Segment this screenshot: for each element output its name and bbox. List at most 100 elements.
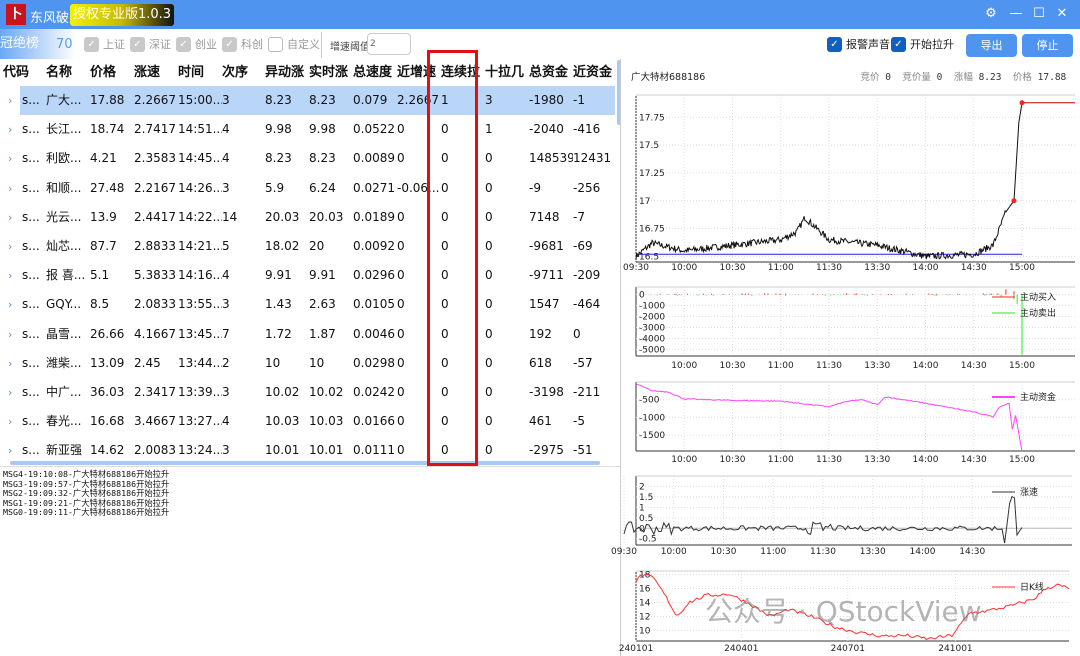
table-cell: 0.0111	[353, 443, 395, 458]
fund-line	[635, 383, 1023, 452]
table-cell: 0.0522	[353, 122, 395, 137]
start-rise-checkbox[interactable]: ✓ 开始拉升	[891, 36, 954, 52]
table-cell: -1	[573, 93, 585, 107]
y-tick-label: 0	[639, 524, 645, 534]
table-cell: -211	[573, 385, 601, 399]
table-row[interactable]: › s... 利欧... 4.21 2.3583 14:45... 4 8.23 8.23 0.0…	[0, 144, 615, 173]
y-tick-label: -3000	[639, 324, 665, 334]
export-button[interactable]: 导出	[966, 34, 1017, 57]
rank-count: 70	[56, 37, 73, 52]
vertical-scrollbar[interactable]	[617, 60, 621, 125]
table-cell: 2.4417	[134, 209, 176, 224]
expand-chevron-icon[interactable]: ›	[8, 444, 13, 458]
expand-chevron-icon[interactable]: ›	[8, 123, 13, 137]
table-row[interactable]: › s... GQY... 8.5 2.0833 13:55... 3 1.43 2.63 0.0…	[0, 290, 615, 319]
legend-label: 主动买入	[1020, 291, 1056, 303]
price-marker	[1019, 100, 1025, 106]
expand-chevron-icon[interactable]: ›	[8, 386, 13, 399]
table-cell: 20.03	[265, 209, 300, 224]
x-tick-label: 11:00	[768, 263, 794, 273]
column-header[interactable]: 十拉几	[485, 65, 525, 80]
table-row[interactable]: › s... 春光... 16.68 3.4667 13:27... 4 10.03 10.03…	[0, 407, 615, 436]
column-header[interactable]: 代码	[3, 65, 30, 80]
expand-chevron-icon[interactable]: ›	[8, 181, 13, 195]
y-tick-label: -2000	[639, 313, 665, 323]
table-cell: 14.62	[90, 443, 125, 458]
table-cell: 14:26...	[178, 180, 222, 195]
y-tick-label: 0.5	[639, 514, 653, 524]
x-tick-label: 240401	[724, 644, 758, 654]
x-tick-label: 09:30	[623, 263, 649, 273]
table-row[interactable]: › s... 晶雪... 26.66 4.1667 13:45... 7 1.72 1.87 0.…	[0, 320, 615, 349]
alarm-sound-checkbox[interactable]: ✓ 报警声音	[827, 36, 890, 52]
filter-checkbox-1[interactable]: ✓ 深证	[130, 36, 171, 52]
column-header[interactable]: 实时涨	[309, 65, 349, 80]
expand-chevron-icon[interactable]: ›	[8, 356, 13, 370]
table-row[interactable]: › s... 中广... 36.03 2.3417 13:39... 3 10.02 10.02…	[0, 378, 615, 407]
filter-checkbox-0[interactable]: ✓ 上证	[84, 36, 125, 52]
filter-checkbox-3[interactable]: ✓ 科创	[222, 36, 263, 52]
table-cell: -256	[573, 180, 601, 195]
table-cell: 广大...	[46, 93, 82, 107]
table-cell: 5.1	[90, 268, 110, 283]
minimize-button[interactable]: —	[1009, 6, 1023, 21]
message-log: MSG4-19:10:08-广大特材688186开始拉升 MSG3-19:09:5…	[0, 466, 620, 656]
expand-chevron-icon[interactable]: ›	[8, 210, 13, 224]
stop-button[interactable]: 停止	[1022, 34, 1073, 57]
table-cell: 20	[309, 239, 325, 253]
stock-title: 广大特材688186	[631, 72, 706, 83]
expand-chevron-icon[interactable]: ›	[8, 240, 13, 253]
filter-checkbox-4[interactable]: 自定义	[268, 36, 320, 52]
table-cell: 13.9	[90, 209, 117, 224]
table-row[interactable]: › s... 和顺... 27.48 2.2167 14:26... 3 5.9 6.24 0.0…	[0, 174, 615, 203]
filter-label: 自定义	[287, 38, 320, 51]
table-cell: 4.1667	[134, 326, 176, 341]
column-header[interactable]: 时间	[178, 65, 205, 80]
table-row[interactable]: › s... 潍柴... 13.09 2.45 13:44... 2 10 10 0.0298 0 0…	[0, 349, 615, 378]
column-header[interactable]: 总资金	[529, 65, 569, 80]
table-row[interactable]: › s... 报 喜... 5.1 5.3833 14:16... 4 9.91 9.91 0.0…	[0, 261, 615, 290]
column-header[interactable]: 近资金	[573, 65, 613, 80]
column-header[interactable]: 名称	[46, 65, 73, 80]
table-cell: 2.8833	[134, 239, 176, 253]
filter-checkbox-2[interactable]: ✓ 创业	[176, 36, 217, 52]
table-cell: 14:21...	[178, 239, 222, 253]
x-tick-label: 241001	[938, 644, 972, 654]
stock-table: 代码 名称 价格 涨速 时间 次序 异动涨 实时涨 总速度 近增速 连续拉 十拉几 总资金 近资金 › s..…	[0, 59, 620, 466]
expand-chevron-icon[interactable]: ›	[8, 94, 13, 107]
watermark: 公众号 · QStockView	[705, 595, 982, 628]
column-header[interactable]: 总速度	[353, 65, 393, 80]
table-row[interactable]: › s... 长江... 18.74 2.7417 14:51... 4 9.98 9.98 0.…	[0, 115, 615, 144]
column-header[interactable]: 涨速	[134, 65, 161, 80]
table-row[interactable]: › s... 新亚强 14.62 2.0083 13:24... 3 10.01 10.01 0.…	[0, 436, 615, 465]
horizontal-scrollbar[interactable]	[10, 461, 600, 465]
table-cell: 0	[485, 151, 493, 166]
table-cell: 0	[397, 268, 405, 283]
table-cell: 13:24...	[178, 443, 222, 458]
column-header[interactable]: 价格	[90, 65, 117, 80]
expand-chevron-icon[interactable]: ›	[8, 298, 13, 312]
x-tick-label: 14:00	[913, 263, 939, 273]
table-cell: 2.0083	[134, 443, 176, 458]
close-button[interactable]: ✕	[1056, 6, 1068, 21]
maximize-button[interactable]: ☐	[1033, 6, 1045, 21]
expand-chevron-icon[interactable]: ›	[8, 327, 13, 341]
settings-icon[interactable]: ⚙	[985, 6, 997, 21]
table-row[interactable]: › s... 光云... 13.9 2.4417 14:22... 14 20.03 20.03…	[0, 203, 615, 232]
table-row[interactable]: › s... 灿芯... 87.7 2.8833 14:21... 5 18.02 20 0.00…	[0, 232, 615, 261]
table-cell: 0	[441, 326, 449, 341]
x-tick-label: 14:30	[961, 455, 987, 465]
table-cell: 0	[485, 297, 493, 312]
y-tick-label: 2	[639, 482, 645, 492]
column-header[interactable]: 次序	[222, 65, 249, 80]
expand-chevron-icon[interactable]: ›	[8, 152, 13, 166]
column-header[interactable]: 近增速	[397, 65, 437, 80]
table-cell: 3.4667	[134, 414, 176, 429]
column-header[interactable]: 异动涨	[265, 65, 305, 80]
expand-chevron-icon[interactable]: ›	[8, 415, 13, 429]
expand-chevron-icon[interactable]: ›	[8, 269, 13, 283]
table-cell: -1980	[529, 93, 564, 107]
highlight-annotation-box	[427, 50, 478, 466]
column-header[interactable]: 连续拉	[441, 65, 481, 80]
threshold-input[interactable]	[367, 33, 411, 55]
